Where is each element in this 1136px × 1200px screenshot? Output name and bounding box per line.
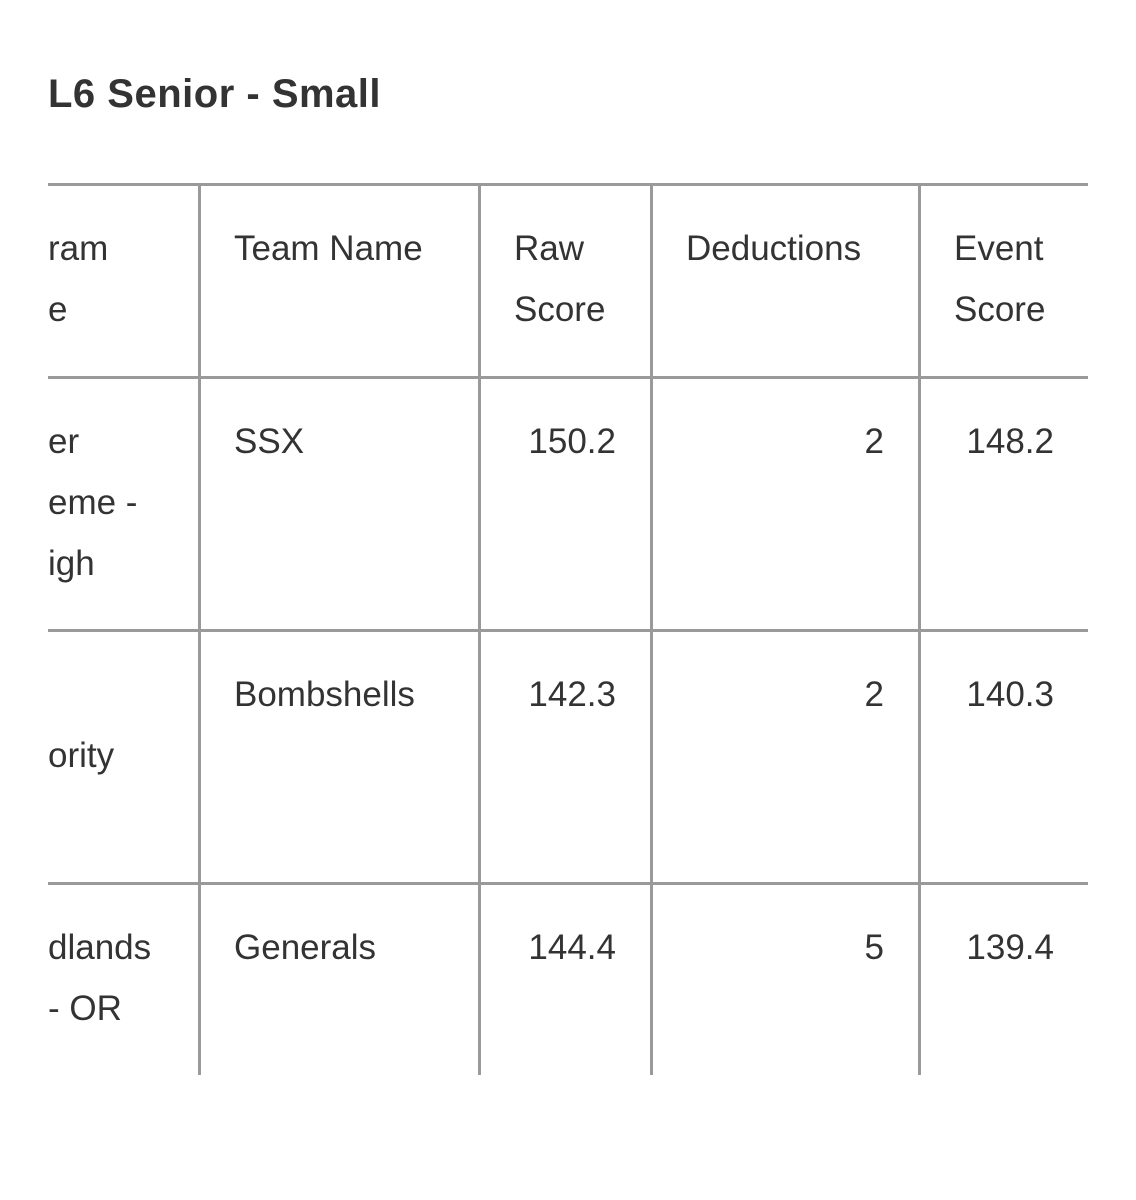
row-border bbox=[48, 629, 1088, 632]
cell-text: er bbox=[48, 422, 80, 461]
row-border bbox=[48, 882, 1088, 885]
row-border bbox=[48, 376, 1088, 379]
table-cell: 2 bbox=[864, 422, 884, 461]
table-cell: 139.4 bbox=[966, 928, 1054, 967]
cell-text: e bbox=[48, 290, 68, 329]
table-cell: Generals bbox=[234, 928, 377, 967]
table-cell: 2 bbox=[864, 675, 884, 714]
table-cell: dlands - OR bbox=[48, 882, 178, 1039]
cell-text: ram bbox=[48, 229, 109, 268]
column-border bbox=[198, 183, 201, 1075]
table-cell: SSX bbox=[234, 422, 305, 461]
table-cell: 150.2 bbox=[528, 422, 616, 461]
table-cell: ram e bbox=[48, 183, 178, 340]
column-border bbox=[918, 183, 921, 1075]
cell-text: igh bbox=[48, 544, 95, 583]
table-cell: Deductions bbox=[686, 229, 862, 268]
section-title: L6 Senior - Small bbox=[48, 72, 382, 116]
table-cell: 142.3 bbox=[528, 675, 616, 714]
cell-text: - OR bbox=[48, 989, 122, 1028]
table-cell: ority bbox=[48, 629, 178, 786]
column-border bbox=[650, 183, 653, 1075]
table-cell: Event Score bbox=[954, 229, 1046, 329]
column-border bbox=[478, 183, 481, 1075]
table-cell: 5 bbox=[864, 928, 884, 967]
cell-text: dlands bbox=[48, 928, 152, 967]
cell-text: ority bbox=[48, 736, 115, 775]
row-border bbox=[48, 183, 1088, 186]
table-cell: 140.3 bbox=[966, 675, 1054, 714]
table-cell: 144.4 bbox=[528, 928, 616, 967]
table-cell: 148.2 bbox=[966, 422, 1054, 461]
table-cell: Raw Score bbox=[514, 229, 606, 329]
table-cell: Team Name bbox=[234, 229, 423, 268]
table-cell: er eme - igh bbox=[48, 376, 178, 594]
table-cell: Bombshells bbox=[234, 675, 415, 714]
cell-text: eme - bbox=[48, 483, 138, 522]
